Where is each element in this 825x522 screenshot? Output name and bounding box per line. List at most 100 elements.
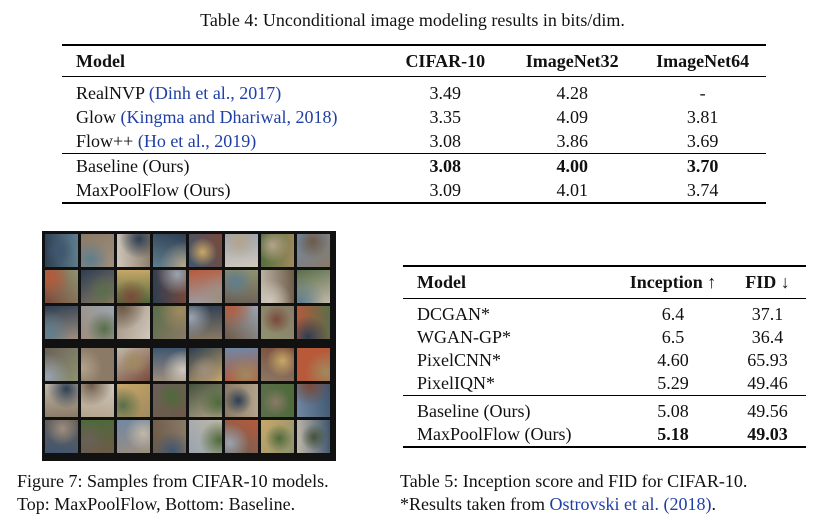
sample-tile bbox=[117, 234, 150, 267]
table5-header-fid: FID ↓ bbox=[745, 272, 790, 292]
sample-tile bbox=[261, 420, 294, 453]
figure7-caption: Figure 7: Samples from CIFAR-10 models. … bbox=[17, 470, 377, 516]
cifar10-value: 3.35 bbox=[429, 107, 462, 127]
citation-link[interactable]: (Dinh et al., 2017) bbox=[148, 83, 282, 103]
inception-value: 5.08 bbox=[657, 401, 689, 421]
figure7-caption-line1: Figure 7: Samples from CIFAR-10 models. bbox=[17, 471, 329, 491]
table5: Model Inception ↑ FID ↓ DCGAN* 6.4 37.1 … bbox=[403, 265, 806, 448]
imagenet32-value: 3.86 bbox=[556, 131, 588, 151]
table4-header-cifar10: CIFAR-10 bbox=[405, 51, 486, 71]
imagenet64-value: - bbox=[699, 83, 706, 103]
table4-caption: Table 4: Unconditional image modeling re… bbox=[200, 10, 625, 30]
table4-header-imagenet64: ImageNet64 bbox=[656, 51, 750, 71]
sample-tile bbox=[225, 384, 258, 417]
sample-tile bbox=[45, 348, 78, 381]
fid-value: 36.4 bbox=[751, 327, 784, 347]
sample-tile bbox=[117, 306, 150, 339]
citation-link[interactable]: (Kingma and Dhariwal, 2018) bbox=[120, 107, 338, 127]
table-row: Baseline (Ours) 5.08 49.56 bbox=[403, 395, 806, 424]
sample-tile bbox=[153, 234, 186, 267]
sample-tile bbox=[81, 384, 114, 417]
model-name: MaxPoolFlow (Ours) bbox=[76, 180, 231, 200]
sample-tile bbox=[45, 270, 78, 303]
model-name: PixelIQN* bbox=[417, 373, 495, 393]
model-name: Baseline (Ours) bbox=[417, 401, 531, 421]
sample-tile bbox=[45, 420, 78, 453]
sample-tile bbox=[225, 270, 258, 303]
sample-tile bbox=[261, 348, 294, 381]
sample-tile bbox=[261, 384, 294, 417]
sample-tile bbox=[117, 384, 150, 417]
table5-header-model: Model bbox=[417, 272, 466, 292]
table5-caption-line1: Table 5: Inception score and FID for CIF… bbox=[400, 471, 748, 491]
table5-caption: Table 5: Inception score and FID for CIF… bbox=[400, 470, 820, 516]
model-name: RealNVP (Dinh et al., 2017) bbox=[76, 83, 282, 103]
sample-tile bbox=[225, 348, 258, 381]
model-name: WGAN-GP* bbox=[417, 327, 511, 347]
sample-tile bbox=[81, 348, 114, 381]
sample-tile bbox=[117, 270, 150, 303]
imagenet64-value: 3.70 bbox=[686, 156, 719, 176]
figure7-caption-line2: Top: MaxPoolFlow, Bottom: Baseline. bbox=[17, 494, 296, 514]
table5-header-inception: Inception ↑ bbox=[629, 272, 717, 292]
sample-tile bbox=[81, 270, 114, 303]
sample-tile bbox=[297, 420, 330, 453]
table5-header-row: Model Inception ↑ FID ↓ bbox=[403, 266, 806, 299]
imagenet32-value: 4.09 bbox=[556, 107, 588, 127]
table4-header-row: Model CIFAR-10 ImageNet32 ImageNet64 bbox=[62, 45, 766, 77]
imagenet64-value: 3.81 bbox=[686, 107, 719, 127]
imagenet64-value: 3.74 bbox=[686, 180, 719, 200]
imagenet64-value: 3.69 bbox=[686, 131, 719, 151]
inception-value: 5.18 bbox=[657, 424, 689, 444]
table4: Model CIFAR-10 ImageNet32 ImageNet64 Rea… bbox=[62, 44, 766, 204]
table-row: RealNVP (Dinh et al., 2017) 3.49 4.28 - bbox=[62, 77, 766, 106]
model-name: Glow (Kingma and Dhariwal, 2018) bbox=[76, 107, 338, 127]
imagenet32-value: 4.01 bbox=[556, 180, 588, 200]
inception-value: 4.60 bbox=[657, 350, 689, 370]
sample-tile bbox=[261, 270, 294, 303]
sample-tile bbox=[297, 306, 330, 339]
inception-value: 6.5 bbox=[661, 327, 685, 347]
sample-tile bbox=[297, 234, 330, 267]
table4-header-model: Model bbox=[76, 51, 125, 71]
sample-tile bbox=[297, 348, 330, 381]
sample-tile bbox=[189, 420, 222, 453]
model-name: DCGAN* bbox=[417, 304, 491, 324]
sample-tile bbox=[225, 234, 258, 267]
sample-tile bbox=[225, 420, 258, 453]
sample-tile bbox=[153, 306, 186, 339]
sample-tile bbox=[153, 348, 186, 381]
sample-tile bbox=[189, 384, 222, 417]
sample-tile bbox=[153, 420, 186, 453]
citation-link[interactable]: Ostrovski et al. (2018) bbox=[549, 494, 712, 514]
sample-tile bbox=[117, 348, 150, 381]
sample-tile bbox=[45, 384, 78, 417]
sample-tile bbox=[189, 306, 222, 339]
table-row: DCGAN* 6.4 37.1 bbox=[403, 299, 806, 327]
sample-tile bbox=[153, 384, 186, 417]
cifar10-value: 3.49 bbox=[429, 83, 462, 103]
inception-value: 6.4 bbox=[661, 304, 685, 324]
imagenet32-value: 4.28 bbox=[556, 83, 588, 103]
sample-tile bbox=[261, 234, 294, 267]
table-row: PixelCNN* 4.60 65.93 bbox=[403, 349, 806, 372]
sample-tile bbox=[261, 306, 294, 339]
sample-tile bbox=[225, 306, 258, 339]
table-row: PixelIQN* 5.29 49.46 bbox=[403, 372, 806, 396]
cifar10-value: 3.08 bbox=[429, 131, 462, 151]
sample-tile bbox=[81, 234, 114, 267]
table-row: Glow (Kingma and Dhariwal, 2018) 3.35 4.… bbox=[62, 105, 766, 129]
sample-tile bbox=[45, 234, 78, 267]
model-name: MaxPoolFlow (Ours) bbox=[417, 424, 572, 444]
table4-header-imagenet32: ImageNet32 bbox=[525, 51, 619, 71]
model-name: Flow++ (Ho et al., 2019) bbox=[76, 131, 257, 151]
model-name: Baseline (Ours) bbox=[76, 156, 190, 176]
table-row: MaxPoolFlow (Ours) 5.18 49.03 bbox=[403, 423, 806, 447]
citation-link[interactable]: (Ho et al., 2019) bbox=[137, 131, 257, 151]
inception-value: 5.29 bbox=[657, 373, 689, 393]
sample-tile bbox=[45, 306, 78, 339]
cifar10-value: 3.08 bbox=[429, 156, 462, 176]
sample-tile bbox=[81, 420, 114, 453]
fid-value: 49.46 bbox=[747, 373, 788, 393]
fid-value: 49.56 bbox=[747, 401, 788, 421]
